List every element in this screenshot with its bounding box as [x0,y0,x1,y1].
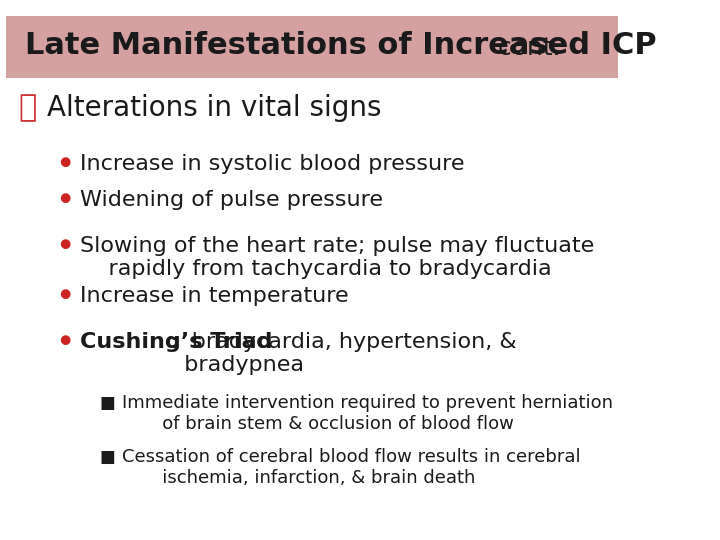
Text: Late Manifestations of Increased ICP: Late Manifestations of Increased ICP [25,31,657,60]
Text: ⚫: ⚫ [56,154,73,174]
Text: ■: ■ [100,448,116,466]
Text: ⚫: ⚫ [56,332,73,352]
Text: ⚫: ⚫ [56,236,73,256]
Text: 🌺: 🌺 [19,93,37,123]
Text: :  bradycardia, hypertension, &
  bradypnea: : bradycardia, hypertension, & bradypnea [171,332,517,375]
Text: Widening of pulse pressure: Widening of pulse pressure [80,190,383,210]
Text: Cushing’s Triad: Cushing’s Triad [80,332,272,352]
Text: ⚫: ⚫ [56,286,73,306]
Text: Increase in systolic blood pressure: Increase in systolic blood pressure [80,154,464,174]
Text: ⚫: ⚫ [56,190,73,210]
Text: Slowing of the heart rate; pulse may fluctuate
    rapidly from tachycardia to b: Slowing of the heart rate; pulse may flu… [80,236,594,279]
Text: ■: ■ [100,394,116,412]
Text: Immediate intervention required to prevent herniation
       of brain stem & occ: Immediate intervention required to preve… [122,394,613,433]
Text: Increase in temperature: Increase in temperature [80,286,348,306]
Text: Cessation of cerebral blood flow results in cerebral
       ischemia, infarction: Cessation of cerebral blood flow results… [122,448,580,487]
Text: cont.: cont. [490,36,560,59]
Text: Alterations in vital signs: Alterations in vital signs [47,94,382,122]
FancyBboxPatch shape [6,16,618,78]
